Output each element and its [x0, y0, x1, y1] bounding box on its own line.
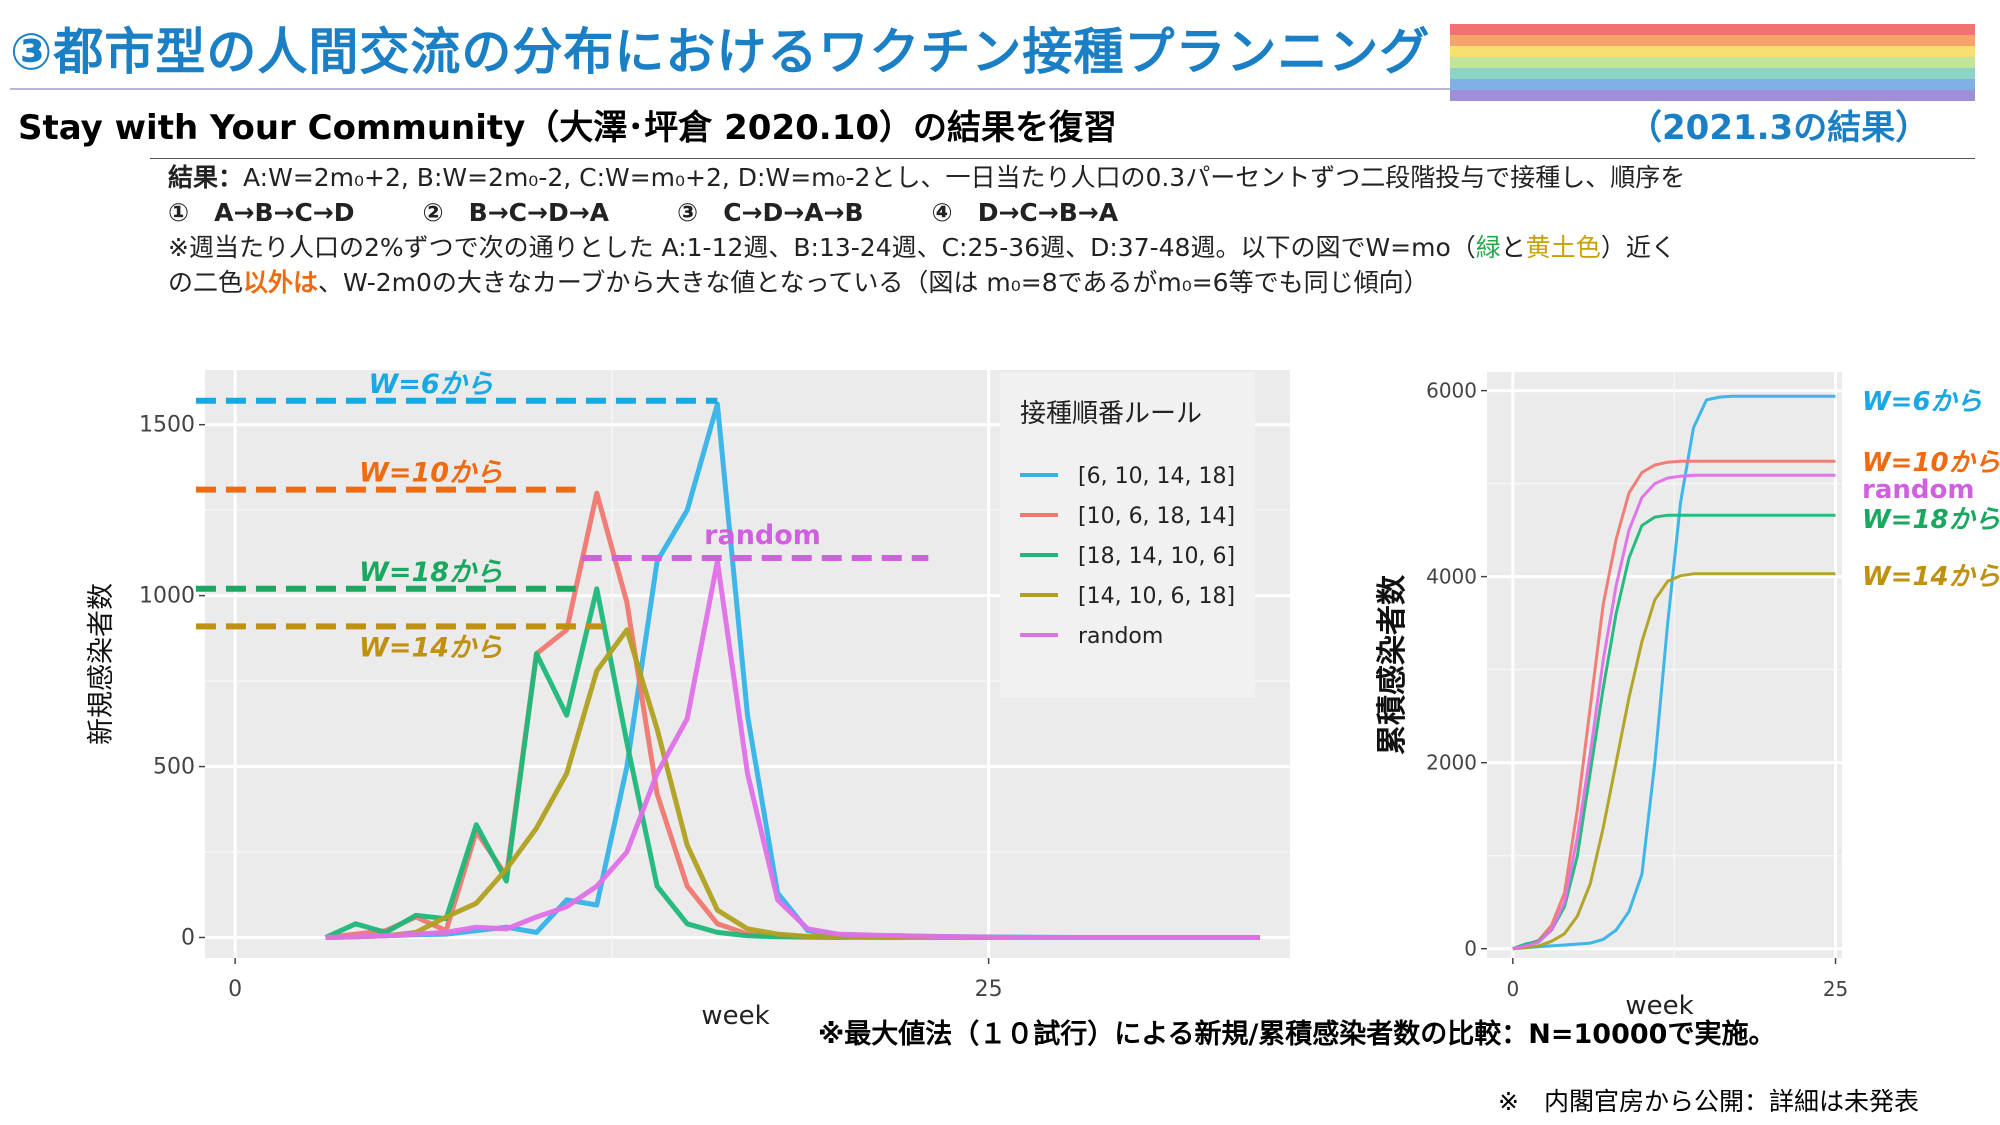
line4-start: の二色 [168, 268, 244, 297]
result-description: 結果：A:W=2m₀+2, B:W=2m₀-2, C:W=m₀+2, D:W=m… [168, 160, 1968, 300]
series-line [1512, 394, 1836, 951]
result-conditions: A:W=2m₀+2, B:W=2m₀-2, C:W=m₀+2, D:W=m₀-2… [243, 163, 1686, 192]
y-tick-label: 0 [1464, 937, 1477, 961]
y-tick-label: 1000 [139, 584, 195, 609]
y-tick-label: 6000 [1426, 379, 1477, 403]
y-tick-label: 4000 [1426, 565, 1477, 589]
and-word: と [1500, 233, 1526, 262]
rainbow-stripe [1450, 79, 1975, 90]
reference-label: W=10から [359, 458, 503, 489]
result-date: （2021.3の結果） [1628, 108, 1930, 148]
order-4: ④ D→C→B→A [931, 198, 1119, 227]
emphasis-word: 以外は [243, 268, 319, 297]
rainbow-banner [1450, 24, 1975, 101]
schedule-text: ※週当たり人口の2%ずつで次の通りとした A:1-12週、B:13-24週、C:… [168, 233, 1476, 262]
rainbow-stripe [1450, 35, 1975, 46]
title-divider [10, 88, 1450, 90]
ochre-word: 黄土色 [1525, 233, 1601, 262]
result-line-1: 結果：A:W=2m₀+2, B:W=2m₀-2, C:W=m₀+2, D:W=m… [168, 160, 1968, 195]
x-tick-label: 0 [228, 977, 242, 1002]
source-note: ※ 内閣官房から公開：詳細は未発表 [1498, 1087, 1919, 1116]
legend-entry: [10, 6, 18, 14] [1078, 504, 1235, 529]
legend-entry: [6, 10, 14, 18] [1078, 464, 1235, 489]
page-subtitle: Stay with Your Community（大澤･坪倉 2020.10）の… [18, 108, 1118, 148]
green-word: 緑 [1475, 233, 1501, 262]
legend-title: 接種順番ルール [1020, 399, 1202, 429]
series-line [1512, 459, 1836, 951]
rainbow-stripe [1450, 46, 1975, 57]
reference-label: W=18から [359, 557, 503, 588]
x-tick-label: 25 [1823, 977, 1848, 1001]
y-axis-label: 新規感染者数 [86, 583, 117, 745]
result-line-4: の二色以外は、W-2m0の大きなカーブから大きな値となっている（図は m₀=8で… [168, 265, 1968, 300]
y-tick-label: 500 [153, 755, 195, 780]
x-axis-label: week [701, 1001, 769, 1031]
end-label: W=10から [1862, 448, 2000, 478]
y-axis-label: 累積感染者数 [1375, 574, 1410, 755]
line4-end: 、W-2m0の大きなカーブから大きな値となっている（図は m₀=8であるがm₀=… [318, 268, 1429, 297]
rainbow-stripe [1450, 24, 1975, 35]
x-tick-label: 25 [975, 977, 1003, 1002]
end-label: W=18から [1862, 505, 2000, 535]
legend-entry: [18, 14, 10, 6] [1078, 544, 1235, 569]
line3-end: ）近く [1600, 233, 1676, 262]
subtitle-divider [150, 158, 1975, 159]
y-tick-label: 2000 [1426, 751, 1477, 775]
end-label: W=6から [1862, 387, 1983, 417]
order-3: ③ C→D→A→B [677, 198, 864, 227]
x-axis-label: week [1625, 991, 1693, 1021]
series-line [325, 558, 1260, 940]
result-line-3: ※週当たり人口の2%ずつで次の通りとした A:1-12週、B:13-24週、C:… [168, 230, 1968, 265]
order-2: ② B→C→D→A [422, 198, 610, 227]
result-label: 結果： [168, 163, 244, 192]
reference-label: W=14から [359, 632, 503, 663]
rainbow-stripe [1450, 57, 1975, 68]
page-title: ③都市型の人間交流の分布におけるワクチン接種プランニング [10, 23, 1431, 81]
order-1: ① A→B→C→D [168, 198, 355, 227]
comparison-note: ※最大値法（１０試行）による新規/累積感染者数の比較：N=10000で実施。 [818, 1019, 1776, 1050]
reference-label: random [704, 520, 821, 551]
rainbow-stripe [1450, 90, 1975, 101]
rainbow-stripe [1450, 68, 1975, 79]
end-label: random [1862, 475, 1974, 505]
legend-box [1000, 372, 1255, 698]
legend: 接種順番ルール [6, 10, 14, 18] [10, 6, 18, 14] [18… [1000, 372, 1255, 698]
reference-label: W=6から [368, 369, 493, 400]
new-infections-chart: 0 500 1000 1500 0 25 week 新規感染者数 W=6から W=10から W=18… [86, 369, 1290, 1031]
legend-entry: random [1078, 624, 1163, 649]
series-line [1512, 473, 1836, 951]
end-label: W=14から [1862, 562, 2000, 592]
cumulative-infections-chart: 0 2000 4000 6000 0 25 week 累積感染者数 W=6から W=10からran… [1375, 372, 2000, 1021]
y-tick-label: 1500 [139, 413, 195, 438]
y-tick-label: 0 [181, 925, 195, 950]
legend-entry: [14, 10, 6, 18] [1078, 584, 1235, 609]
order-list: ① A→B→C→D ② B→C→D→A ③ C→D→A→B ④ D→C→B→A [168, 195, 1968, 230]
series-line [1512, 572, 1836, 951]
x-tick-label: 0 [1506, 977, 1519, 1001]
